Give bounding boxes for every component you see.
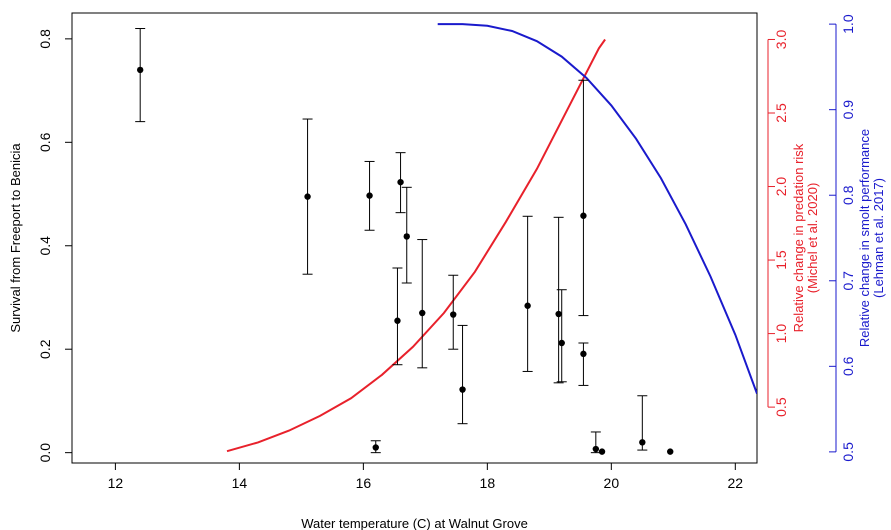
survival-point [403,233,410,240]
survival-point [667,448,674,455]
survival-point [639,439,646,446]
smolt-axis-tick-label: 0.6 [840,356,856,376]
smolt-axis-label: Relative change in smolt performance [857,129,872,347]
predation-axis-label: Relative change in predation risk [791,143,806,332]
survival-point [459,386,466,393]
predation-axis-tick-label: 1.0 [773,324,789,344]
predation-axis-tick-label: 3.0 [773,30,789,50]
smolt-axis-label: (Lehman et al. 2017) [871,178,886,298]
survival-point [592,445,600,453]
smolt-performance-curve [437,23,757,395]
survival-point [397,178,404,186]
survival-point [366,192,373,199]
survival-point [136,66,144,74]
predation-axis-tick-label: 2.5 [773,103,789,123]
survival-point [580,212,587,219]
smolt-axis-tick-label: 0.9 [840,100,856,120]
x-tick-label: 22 [728,475,744,491]
predation-axis-tick-label: 1.5 [773,250,789,270]
left-y-tick-label: 0.8 [37,29,53,49]
smolt-axis-tick-label: 0.5 [840,442,856,462]
x-tick-label: 12 [108,475,124,491]
survival-point [555,310,562,318]
x-tick-label: 14 [232,475,248,491]
survival-point [580,350,587,358]
left-y-tick-label: 0.6 [37,132,53,152]
survival-point [372,444,379,451]
left-y-tick-label: 0.0 [37,443,53,463]
predation-axis-label: (Michel et al. 2020) [805,183,820,294]
smolt-axis-tick-label: 0.8 [840,185,856,205]
survival-point [558,339,565,347]
predation-risk-curve [226,38,606,453]
predation-axis-tick-label: 0.5 [773,397,789,417]
smolt-axis-tick-label: 0.7 [840,271,856,291]
left-y-tick-label: 0.4 [37,236,53,256]
left-y-tick-label: 0.2 [37,339,53,359]
survival-point [419,309,426,317]
x-axis-label: Water temperature (C) at Walnut Grove [301,516,528,530]
x-tick-label: 18 [480,475,496,491]
predation-axis-tick-label: 2.0 [773,177,789,197]
survival-point [524,302,531,309]
survival-point [304,193,311,200]
survival-point [394,317,401,324]
plot-frame [71,12,758,464]
survival-point [450,311,457,318]
survival-point [598,448,606,455]
x-tick-label: 16 [356,475,372,491]
smolt-axis-tick-label: 1.0 [840,14,856,34]
left-y-axis-label: Survival from Freeport to Benicia [8,143,23,333]
x-tick-label: 20 [604,475,620,491]
